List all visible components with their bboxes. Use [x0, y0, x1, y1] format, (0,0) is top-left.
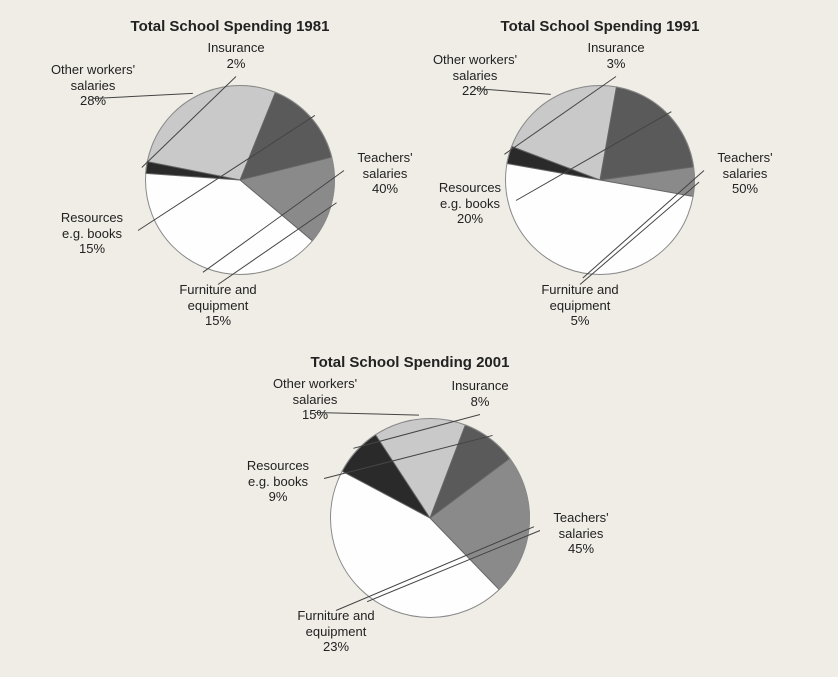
chart-2001-label-teachers: Teachers' salaries 45%: [536, 510, 626, 557]
chart-2001-label-insurance: Insurance 8%: [440, 378, 520, 409]
chart-1981-dividers: [145, 85, 335, 275]
chart-2001-dividers: [330, 418, 530, 618]
chart-1981-title: Total School Spending 1981: [100, 18, 360, 35]
chart-1981-label-furniture: Furniture and equipment 15%: [158, 282, 278, 329]
chart-1981-label-resources: Resources e.g. books 15%: [42, 210, 142, 257]
chart-2001-title: Total School Spending 2001: [280, 354, 540, 371]
chart-1991-title: Total School Spending 1991: [470, 18, 730, 35]
chart-1981-label-other: Other workers' salaries 28%: [38, 62, 148, 109]
chart-1981-label-insurance: Insurance 2%: [196, 40, 276, 71]
chart-1991-label-insurance: Insurance 3%: [576, 40, 656, 71]
chart-2001-label-furniture: Furniture and equipment 23%: [276, 608, 396, 655]
chart-1991-label-resources: Resources e.g. books 20%: [420, 180, 520, 227]
chart-1991-label-teachers: Teachers' salaries 50%: [700, 150, 790, 197]
chart-2001-label-other: Other workers' salaries 15%: [260, 376, 370, 423]
chart-2001-label-resources: Resources e.g. books 9%: [228, 458, 328, 505]
chart-1981-label-teachers: Teachers' salaries 40%: [340, 150, 430, 197]
chart-1991-label-furniture: Furniture and equipment 5%: [520, 282, 640, 329]
